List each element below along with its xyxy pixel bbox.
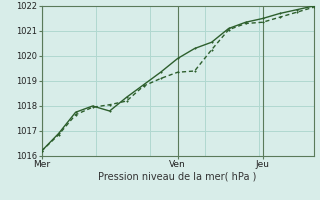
X-axis label: Pression niveau de la mer( hPa ): Pression niveau de la mer( hPa ) <box>99 172 257 182</box>
